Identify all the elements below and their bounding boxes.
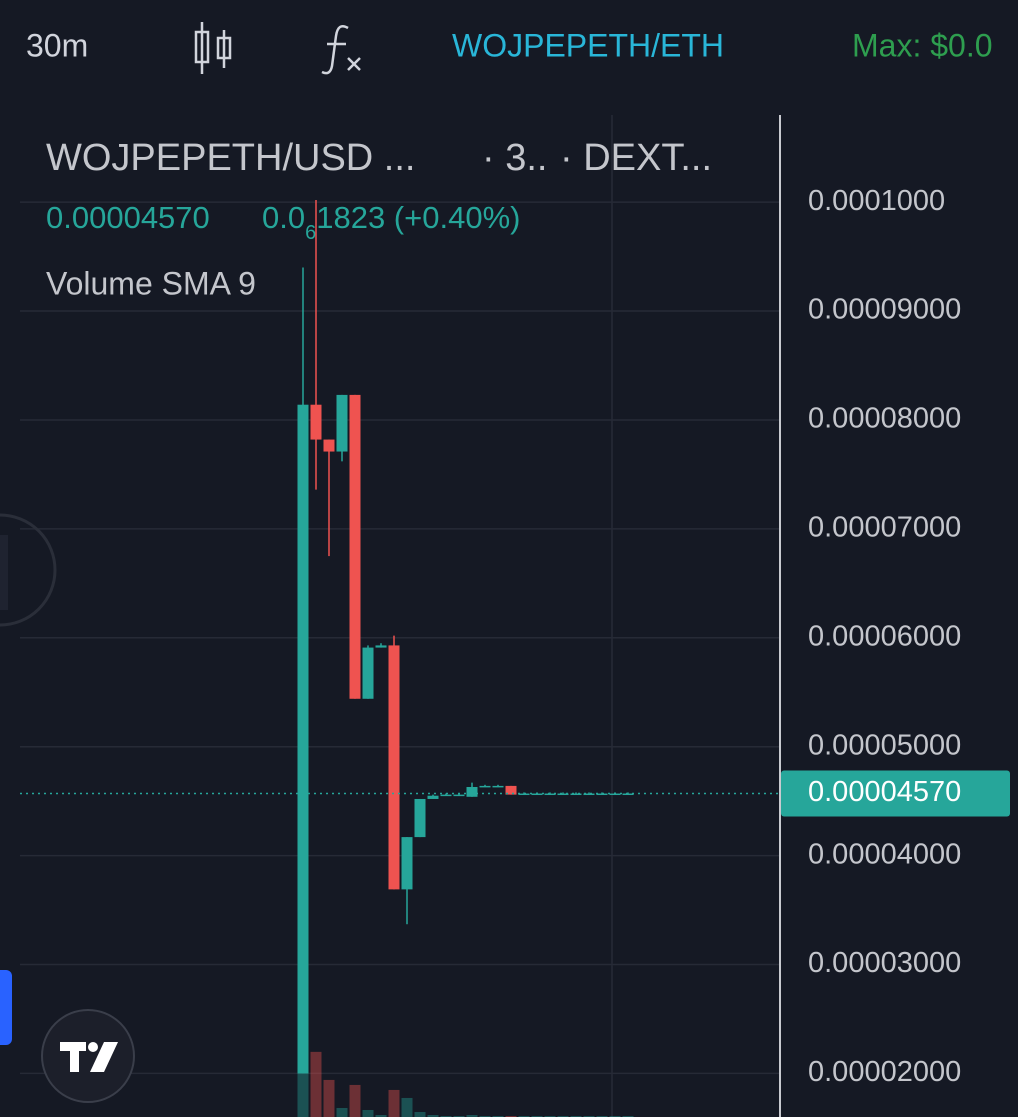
volume-bar <box>401 1097 413 1117</box>
y-tick-label: 0.00004000 <box>808 838 961 870</box>
indicator-label: Volume SMA 9 <box>46 265 256 301</box>
y-tick-label: 0.00008000 <box>808 403 961 435</box>
volume-bar <box>583 1115 595 1117</box>
y-tick-label: 0.00009000 <box>808 294 961 326</box>
volume-bar <box>297 1049 309 1117</box>
indicators-icon[interactable] <box>321 25 361 75</box>
volume-bar <box>596 1115 608 1117</box>
candle-body <box>401 837 413 890</box>
candle-body <box>362 647 374 699</box>
y-tick-label: 0.00003000 <box>808 947 961 979</box>
y-tick-label: 0.00005000 <box>808 729 961 761</box>
volume-bar <box>388 1089 400 1117</box>
volume-bar <box>310 1051 322 1117</box>
volume-bar <box>505 1115 517 1117</box>
legend-price: 0.00004570 <box>46 200 210 235</box>
side-tab[interactable] <box>0 970 12 1045</box>
series <box>20 199 780 1117</box>
volume-bar <box>622 1115 634 1117</box>
candle-body <box>505 785 517 795</box>
side-handle[interactable] <box>0 513 57 627</box>
volume-bar <box>557 1115 569 1117</box>
candle-body <box>375 645 387 648</box>
y-tick-label: 0.00007000 <box>808 512 961 544</box>
candle-body <box>349 394 361 699</box>
volume-bar <box>479 1115 491 1117</box>
volume-bar <box>453 1115 465 1117</box>
volume-bar <box>466 1114 478 1117</box>
candle-body <box>453 794 465 797</box>
volume-bar <box>362 1109 374 1117</box>
interval-button[interactable]: 30m <box>26 27 88 63</box>
candle-body <box>414 798 426 838</box>
volume-bar <box>544 1115 556 1117</box>
candle-body <box>336 394 348 452</box>
last-price-box <box>781 770 1010 817</box>
candle-body <box>297 404 309 1074</box>
grid <box>20 201 780 1075</box>
legend-change: 0.061823 (+0.40%) <box>262 200 520 244</box>
candle-body <box>583 793 595 796</box>
legend-symbol: WOJPEPETH/USD ... <box>46 137 415 179</box>
legend-interval: · 3.. <box>482 137 547 179</box>
candle-body <box>492 785 504 788</box>
tradingview-logo[interactable] <box>41 1009 135 1103</box>
volume-bar <box>375 1114 387 1117</box>
candle-body <box>310 404 322 440</box>
symbol-button[interactable]: WOJPEPETH/ETH <box>452 27 724 63</box>
side-handle-fill <box>0 535 8 610</box>
candle-body <box>466 786 478 797</box>
volume-bar <box>570 1115 582 1117</box>
candles-icon[interactable] <box>194 22 232 74</box>
volume-bar <box>323 1079 335 1117</box>
candle-body <box>388 645 400 890</box>
y-tick-label: 0.00002000 <box>808 1056 961 1088</box>
volume-bar <box>336 1107 348 1117</box>
volume-bar <box>492 1115 504 1117</box>
volume-bar <box>440 1115 452 1117</box>
candle-body <box>440 794 452 797</box>
candle-body <box>427 795 439 799</box>
y-tick-label: 0.0001000 <box>808 185 945 217</box>
candle-body <box>479 785 491 788</box>
candle-body <box>323 439 335 452</box>
candle-body <box>570 793 582 796</box>
volume-bar <box>349 1084 361 1117</box>
volume-bar <box>609 1115 621 1117</box>
volume-bar <box>518 1115 530 1117</box>
volume-bar <box>414 1111 426 1117</box>
last-price-label: 0.00004570 <box>808 776 961 808</box>
legend-exchange: · DEXT... <box>560 137 712 179</box>
candle-body <box>557 793 569 796</box>
max-price: Max: $0.0 <box>852 27 993 63</box>
volume-bar <box>427 1114 439 1117</box>
volume-bar <box>531 1115 543 1117</box>
logo-mark <box>60 1042 118 1072</box>
y-tick-label: 0.00006000 <box>808 620 961 652</box>
